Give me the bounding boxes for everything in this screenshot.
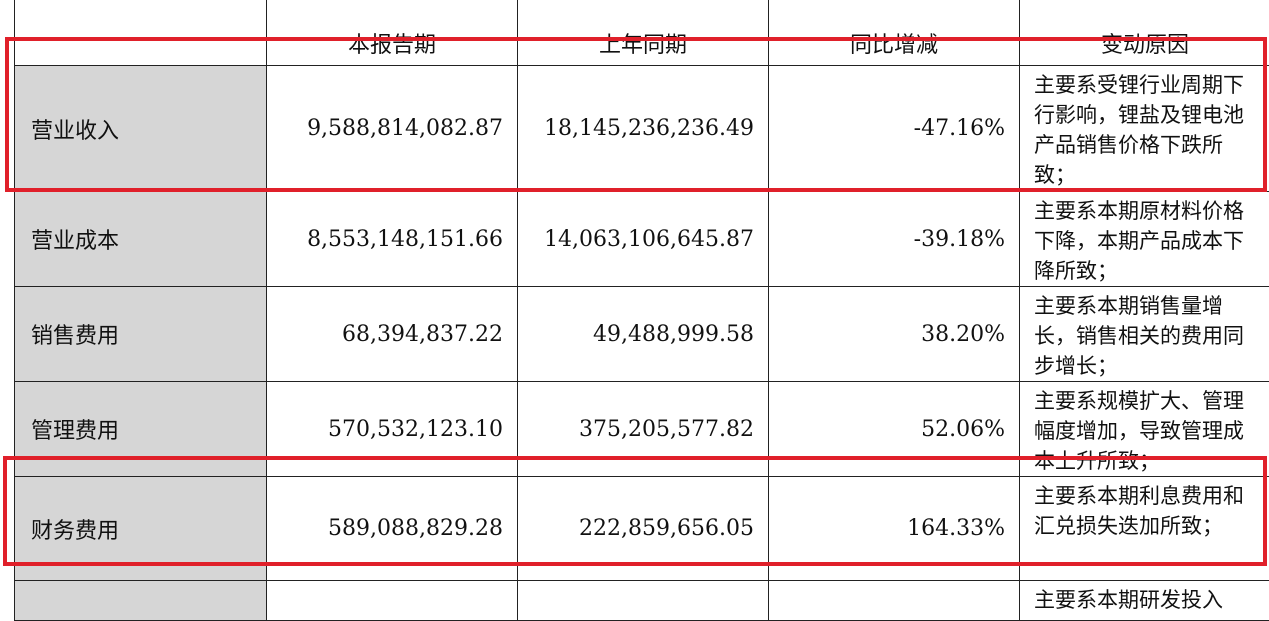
financial-table: 本报告期 上年同期 同比增减 变动原因 营业收入 9,588,814,082.8…	[14, 0, 1269, 621]
reason-text: 主要系受锂行业周期下行影响，锂盐及锂电池产品销售价格下跌所致；	[1034, 70, 1260, 191]
previous-value: 49,488,999.58	[518, 287, 769, 382]
reason-text: 主要系本期原材料价格下降，本期产品成本下降所致；	[1034, 196, 1260, 286]
change-value: -47.16%	[769, 66, 1020, 192]
table-row: 营业收入 9,588,814,082.87 18,145,236,236.49 …	[15, 66, 1269, 192]
table-row: 营业成本 8,553,148,151.66 14,063,106,645.87 …	[15, 192, 1269, 287]
current-value: 570,532,123.10	[267, 382, 518, 477]
header-current-period: 本报告期	[267, 0, 518, 66]
current-value	[267, 581, 518, 621]
row-label: 财务费用	[15, 477, 267, 581]
row-label: 营业收入	[15, 66, 267, 192]
previous-value	[518, 581, 769, 621]
table-row: 财务费用 589,088,829.28 222,859,656.05 164.3…	[15, 477, 1269, 581]
previous-value: 18,145,236,236.49	[518, 66, 769, 192]
table-header-row: 本报告期 上年同期 同比增减 变动原因	[15, 0, 1269, 66]
reason-cell: 主要系本期利息费用和汇兑损失迭加所致；	[1020, 477, 1269, 581]
change-value: 164.33%	[769, 477, 1020, 581]
reason-text: 主要系本期销售量增长，销售相关的费用同步增长；	[1034, 291, 1260, 381]
change-value: 38.20%	[769, 287, 1020, 382]
header-previous-period: 上年同期	[518, 0, 769, 66]
change-value: -39.18%	[769, 192, 1020, 287]
current-value: 68,394,837.22	[267, 287, 518, 382]
table-row: 主要系本期研发投入	[15, 581, 1269, 621]
current-value: 9,588,814,082.87	[267, 66, 518, 192]
row-label: 管理费用	[15, 382, 267, 477]
previous-value: 375,205,577.82	[518, 382, 769, 477]
reason-cell: 主要系本期研发投入	[1020, 581, 1269, 621]
current-value: 8,553,148,151.66	[267, 192, 518, 287]
current-value: 589,088,829.28	[267, 477, 518, 581]
reason-cell: 主要系规模扩大、管理幅度增加，导致管理成本上升所致；	[1020, 382, 1269, 477]
header-yoy-change: 同比增减	[769, 0, 1020, 66]
row-label: 营业成本	[15, 192, 267, 287]
change-value: 52.06%	[769, 382, 1020, 477]
reason-cell: 主要系本期原材料价格下降，本期产品成本下降所致；	[1020, 192, 1269, 287]
reason-text: 主要系规模扩大、管理幅度增加，导致管理成本上升所致；	[1034, 386, 1260, 476]
reason-cell: 主要系受锂行业周期下行影响，锂盐及锂电池产品销售价格下跌所致；	[1020, 66, 1269, 192]
previous-value: 14,063,106,645.87	[518, 192, 769, 287]
change-value	[769, 581, 1020, 621]
table-row: 销售费用 68,394,837.22 49,488,999.58 38.20% …	[15, 287, 1269, 382]
header-blank	[15, 0, 267, 66]
previous-value: 222,859,656.05	[518, 477, 769, 581]
row-label: 销售费用	[15, 287, 267, 382]
header-reason: 变动原因	[1020, 0, 1269, 66]
reason-cell: 主要系本期销售量增长，销售相关的费用同步增长；	[1020, 287, 1269, 382]
reason-text: 主要系本期利息费用和汇兑损失迭加所致；	[1034, 481, 1260, 580]
reason-text: 主要系本期研发投入	[1034, 585, 1260, 620]
table-row: 管理费用 570,532,123.10 375,205,577.82 52.06…	[15, 382, 1269, 477]
row-label	[15, 581, 267, 621]
